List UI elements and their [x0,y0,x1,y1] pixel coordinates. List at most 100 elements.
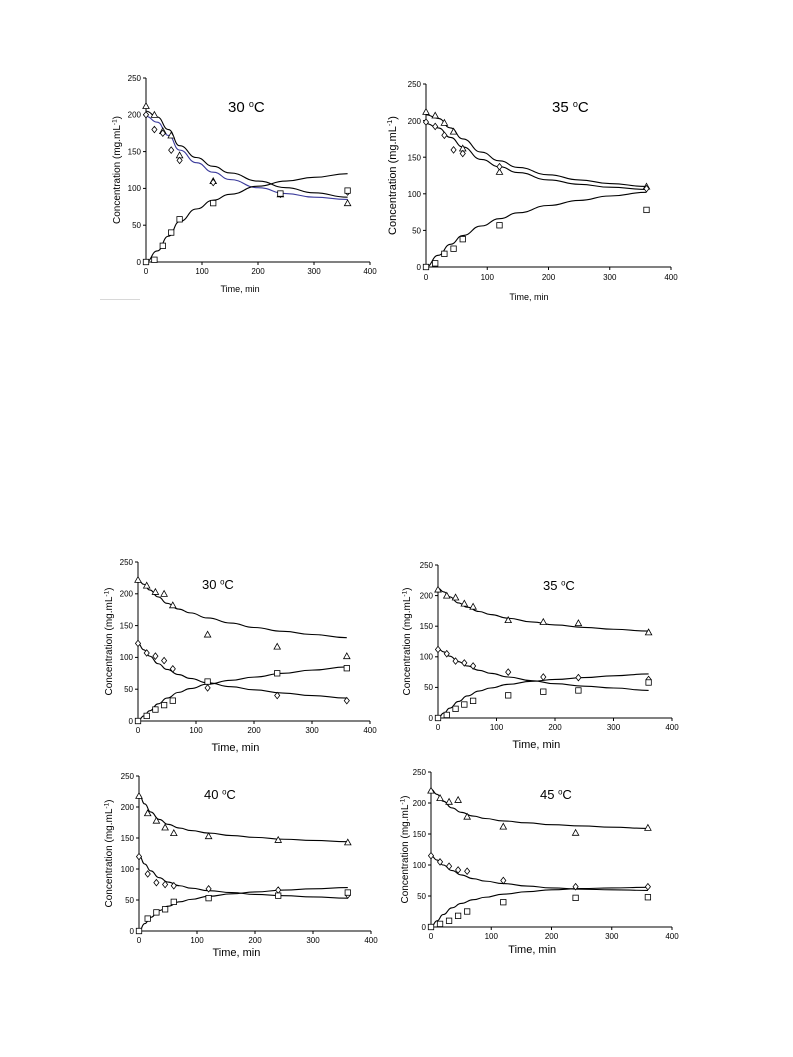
x-tick-label: 400 [363,267,377,276]
diamond-point [427,851,435,860]
fit-curve-3 [137,666,347,722]
square-point [134,717,142,725]
triangle-point [571,828,580,836]
x-axis-label: Time, min [512,739,560,751]
diamond-point [575,673,582,682]
fit-curve-2 [138,854,348,899]
y-tick-label: 250 [121,772,135,781]
triangle-point [454,795,462,803]
triangle-point [422,107,430,115]
y-tick-label: 250 [128,74,142,83]
y-tick-label: 200 [120,590,134,599]
x-tick-label: 200 [548,723,562,732]
square-point [645,679,652,686]
y-tick-label: 0 [429,714,434,723]
triangle-point [434,585,442,593]
triangle-point [445,797,453,805]
diamond-point [176,156,183,165]
diamond-point [459,149,466,158]
fit-curve-1 [430,788,648,829]
x-axis-label: Time, min [508,944,556,956]
y-tick-label: 250 [408,80,422,89]
y-tick-label: 200 [128,111,142,120]
fit-curve-2 [137,642,347,699]
x-tick-label: 0 [436,723,441,732]
diamond-point [455,866,462,874]
triangle-point [463,812,472,820]
y-tick-label: 150 [121,834,135,843]
fit-curve-1 [137,579,347,639]
y-tick-label: 50 [124,685,133,694]
triangle-point [644,628,653,636]
x-tick-label: 100 [481,273,495,282]
triangle-point [135,791,143,799]
diamond-point [205,884,212,893]
y-tick-label: 250 [420,561,434,570]
y-tick-label: 100 [413,861,427,870]
square-point [205,895,212,902]
y-tick-label: 0 [130,927,135,936]
diamond-point [151,125,158,134]
y-tick-label: 50 [424,683,433,692]
square-point [450,245,457,252]
x-tick-label: 0 [429,932,434,941]
x-tick-label: 0 [424,273,429,282]
y-tick-label: 150 [120,621,134,630]
triangle-point [134,575,142,583]
y-axis-label: Concentration (mg.mL-1) [104,799,116,907]
diamond-point [144,870,151,878]
diamond-point [159,129,166,138]
square-point [159,242,166,249]
triangle-point [273,642,282,650]
triangle-point [167,131,176,139]
x-tick-label: 200 [542,273,556,282]
square-point [344,889,351,896]
square-point [274,670,281,677]
y-tick-label: 100 [120,653,134,662]
diamond-point [169,665,176,673]
x-tick-label: 0 [144,267,149,276]
diamond-point [162,880,169,889]
triangle-point [143,809,152,817]
y-tick-label: 100 [408,190,422,199]
y-tick-label: 50 [417,892,426,901]
diamond-point [432,122,439,131]
triangle-point [142,581,151,589]
x-tick-label: 0 [137,936,142,945]
diamond-point [464,867,471,876]
diamond-point [443,649,450,658]
y-tick-label: 50 [132,221,141,230]
diamond-point [644,882,651,891]
triangle-point [274,835,283,843]
square-point [210,199,217,207]
diamond-point [540,673,547,681]
square-point [505,692,512,699]
square-point [443,711,450,719]
square-point [153,909,160,916]
triangle-point [431,111,440,119]
square-point [540,688,547,695]
x-tick-label: 400 [664,273,678,282]
square-point [143,712,150,720]
triangle-point [469,602,477,610]
diamond-point [572,882,579,891]
square-point [135,927,143,935]
square-point [169,697,176,704]
triangle-point [160,589,168,597]
x-tick-label: 100 [190,936,204,945]
x-axis-label: Time, min [212,742,260,754]
diamond-point [143,649,150,657]
triangle-point [161,823,169,831]
diamond-point [461,659,468,667]
diamond-point [496,162,503,171]
y-axis-label: Concentration (mg.mL-1) [400,795,412,903]
triangle-point [436,794,444,801]
triangle-point [504,616,513,624]
x-tick-label: 400 [665,932,679,941]
x-tick-label: 300 [306,936,320,945]
x-tick-label: 100 [485,932,499,941]
diamond-point [505,668,512,676]
